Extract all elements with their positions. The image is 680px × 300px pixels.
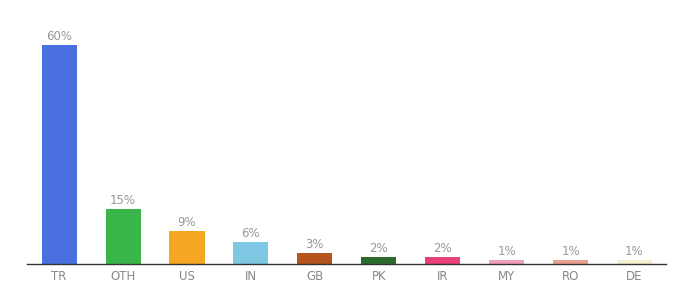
Bar — [233, 242, 269, 264]
Bar — [41, 45, 77, 264]
Bar — [425, 257, 460, 264]
Bar — [297, 253, 333, 264]
Text: 6%: 6% — [241, 227, 260, 240]
Text: 2%: 2% — [433, 242, 452, 254]
Text: 1%: 1% — [561, 245, 580, 258]
Text: 9%: 9% — [177, 216, 197, 229]
Text: 15%: 15% — [110, 194, 136, 207]
Text: 2%: 2% — [369, 242, 388, 254]
Bar — [553, 260, 588, 264]
Text: 3%: 3% — [305, 238, 324, 251]
Text: 60%: 60% — [46, 30, 72, 43]
Bar — [361, 257, 396, 264]
Bar — [489, 260, 524, 264]
Bar — [169, 231, 205, 264]
Bar — [105, 209, 141, 264]
Bar — [617, 260, 652, 264]
Text: 1%: 1% — [497, 245, 516, 258]
Text: 1%: 1% — [625, 245, 644, 258]
